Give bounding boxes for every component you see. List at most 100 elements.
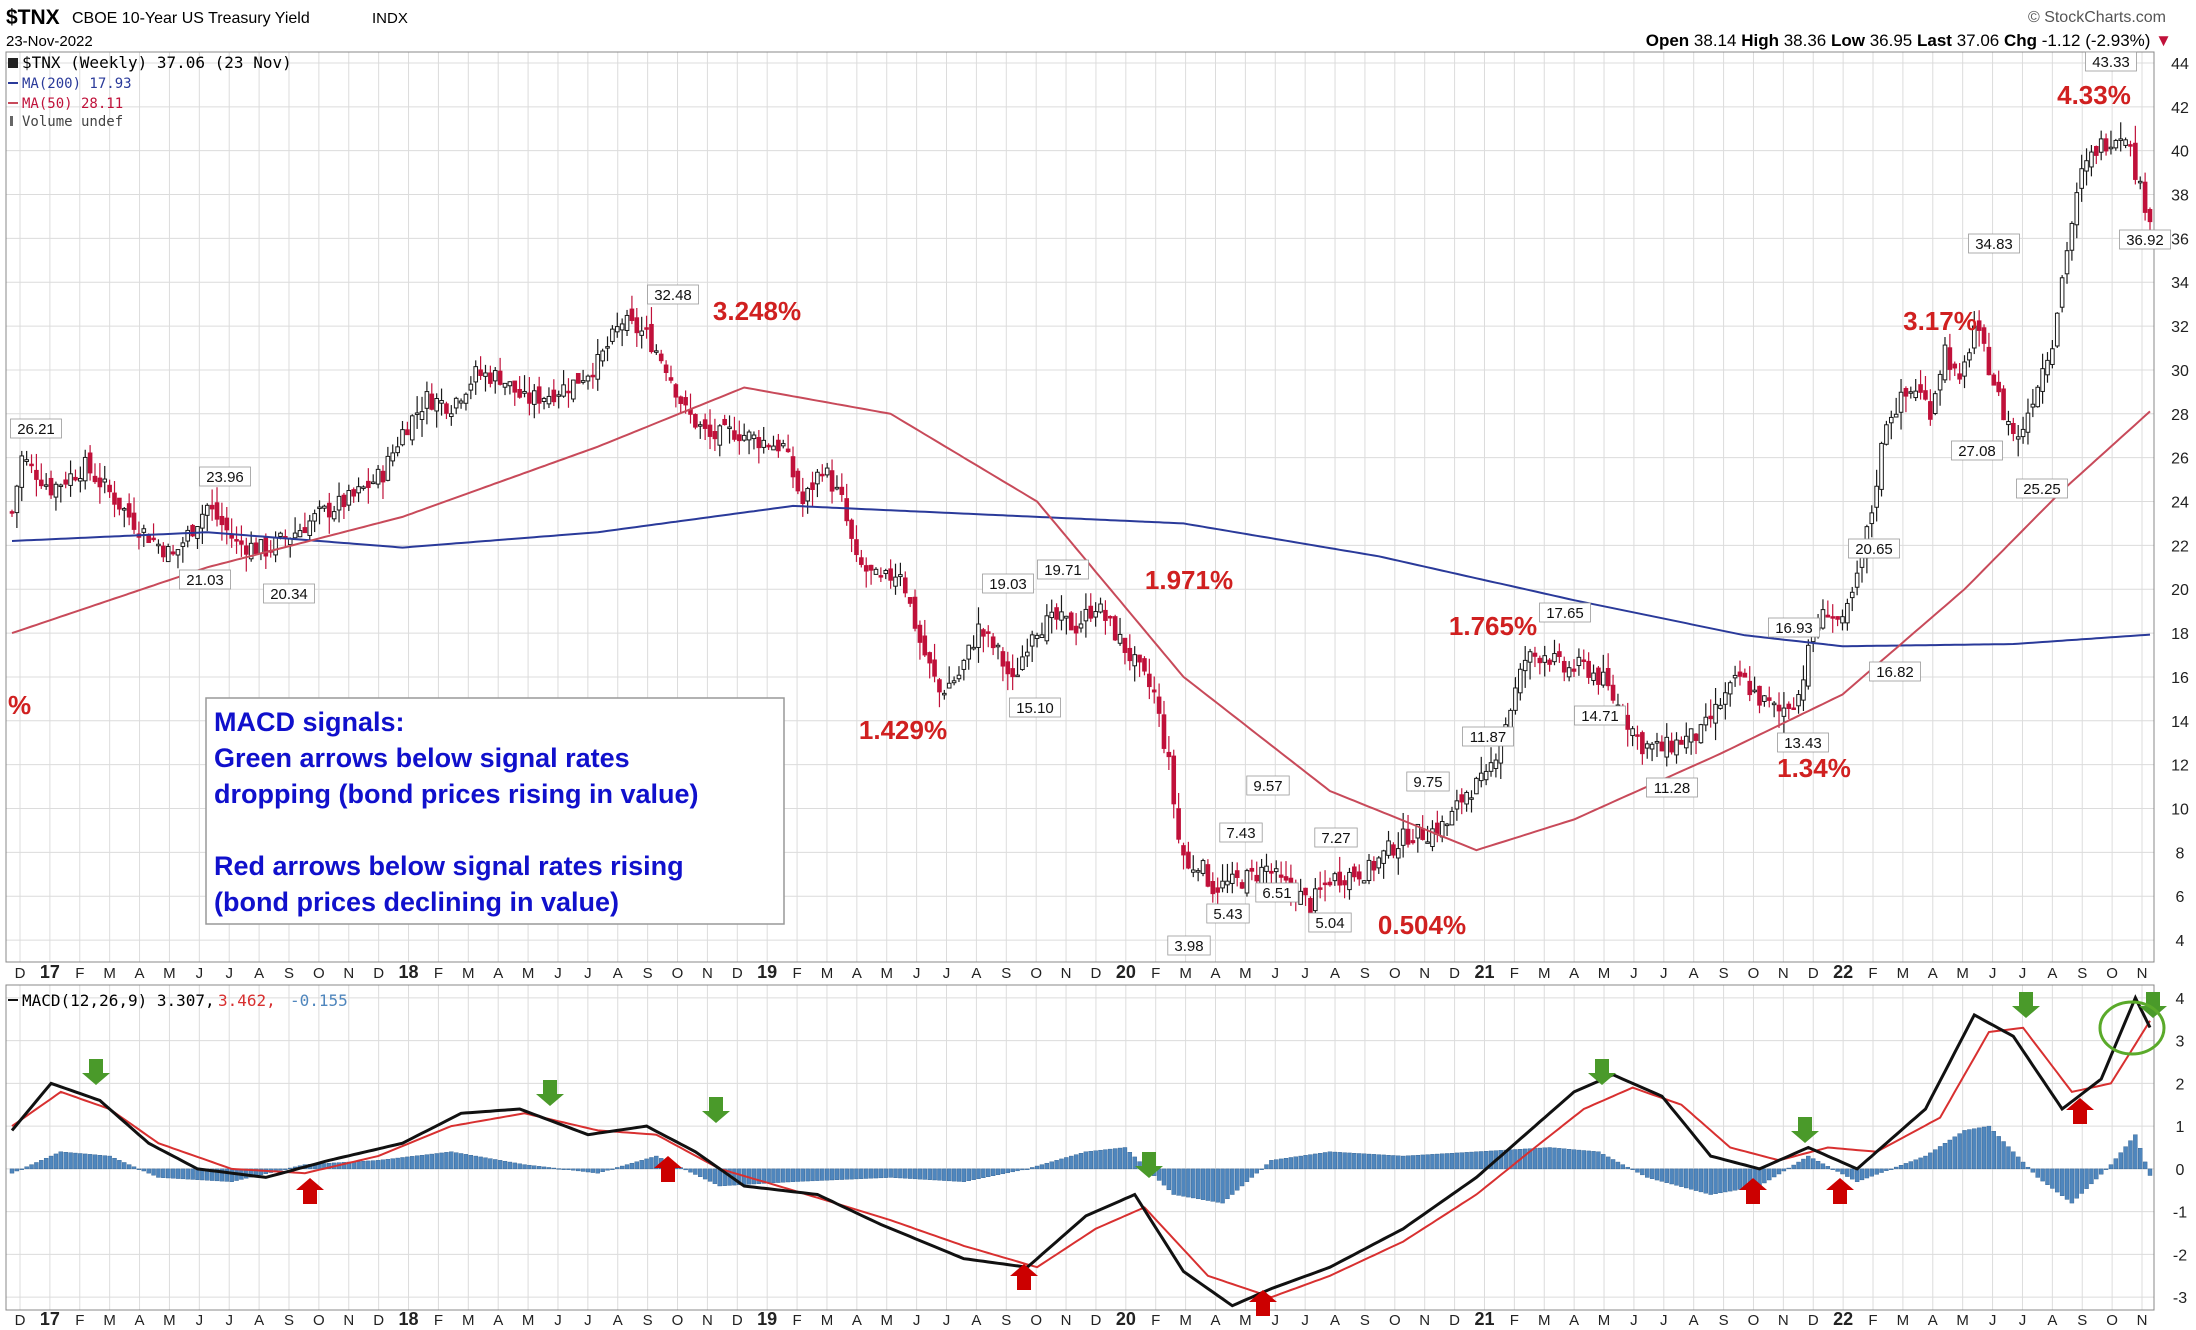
macd-histogram-bar: [400, 1157, 405, 1170]
x-tick-label: D: [732, 1312, 743, 1329]
candle-body: [658, 353, 664, 362]
macd-histogram-bar: [1928, 1152, 1933, 1170]
highlight-circle: [2098, 1000, 2166, 1056]
macd-histogram-bar: [864, 1168, 869, 1179]
yield-annotation: 3.248%: [713, 296, 801, 326]
x-tick-label: M: [1897, 1312, 1910, 1329]
macd-histogram-bar: [1776, 1168, 1782, 1175]
price-label-box: [179, 569, 231, 590]
x-tick-label: A: [971, 965, 981, 982]
price-label-box: [1314, 827, 1358, 848]
macd-histogram-bar: [1923, 1155, 1928, 1170]
macd-histogram-bar: [2138, 1148, 2143, 1170]
macd-histogram-bar: [2035, 1168, 2040, 1178]
x-tick-label: O: [672, 965, 684, 982]
x-tick-label: 18: [399, 962, 419, 982]
candle-body: [204, 504, 210, 516]
candle-body: [414, 412, 420, 415]
macd-histogram-bar: [1664, 1168, 1669, 1183]
candle-body: [1234, 870, 1240, 878]
macd-histogram-bar: [1376, 1154, 1381, 1170]
macd-histogram-bar: [1576, 1149, 1582, 1170]
red-up-arrow-icon: [1739, 1178, 1767, 1204]
macd-histogram-bar: [517, 1163, 522, 1170]
macd-histogram-bar: [527, 1164, 532, 1170]
candle-body: [297, 530, 303, 538]
macd-histogram-bar: [834, 1168, 840, 1180]
x-tick-label: O: [1030, 1312, 1042, 1329]
price-label: 27.08: [1951, 440, 2003, 461]
candle-body: [1356, 871, 1362, 880]
macd-histogram-bar: [117, 1160, 122, 1170]
x-tick-label: N: [343, 965, 354, 982]
candle-body: [453, 397, 459, 409]
candle-body: [1522, 659, 1528, 672]
candle-body: [610, 328, 615, 342]
candle-body: [1317, 887, 1323, 890]
macd-histogram-bar: [1854, 1168, 1860, 1182]
candle-body: [1200, 860, 1206, 874]
y-tick-label: 24: [2171, 495, 2189, 512]
y-tick-label: 34: [2171, 275, 2189, 292]
macd-histogram-bar: [1166, 1168, 1172, 1191]
candle-body: [854, 539, 859, 556]
price-label: 21.03: [179, 569, 231, 590]
macd-histogram-bar: [473, 1155, 478, 1170]
x-tick-label: A: [254, 1312, 264, 1329]
price-label-text: 25.25: [2023, 481, 2061, 498]
macd-histogram-bar: [2108, 1164, 2114, 1170]
macd-histogram-bar: [795, 1168, 801, 1182]
candle-body: [1156, 696, 1162, 714]
macd-histogram-bar: [1278, 1158, 1284, 1170]
macd-histogram-bar: [1679, 1168, 1684, 1187]
macd-histogram-bar: [414, 1155, 420, 1170]
macd-histogram-bar: [1083, 1151, 1089, 1170]
y-tick-label: 26: [2171, 451, 2189, 468]
macd-histogram-bar: [390, 1158, 395, 1170]
candle-body: [14, 485, 20, 514]
candle-body: [644, 327, 649, 330]
macd-histogram-bar: [1322, 1152, 1328, 1170]
candle-body: [2035, 386, 2041, 408]
candle-body: [400, 429, 405, 446]
macd-histogram-bar: [654, 1155, 659, 1170]
candle-body: [1239, 882, 1245, 889]
macd-histogram-bar: [937, 1168, 942, 1181]
x-tick-label: A: [493, 965, 503, 982]
macd-histogram-bar: [1703, 1168, 1709, 1194]
macd-histogram-bar: [283, 1168, 288, 1170]
price-label: 17.65: [1539, 602, 1591, 623]
macd-histogram-bar: [151, 1168, 156, 1176]
candle-body: [1683, 735, 1689, 749]
candle-body: [795, 470, 801, 492]
macd-histogram-bar: [1522, 1148, 1528, 1170]
x-tick-label: S: [284, 1312, 294, 1329]
x-tick-label: 17: [40, 1309, 60, 1329]
candle-body: [1600, 671, 1606, 686]
candle-body: [1840, 616, 1845, 624]
x-tick-label: O: [2106, 1312, 2118, 1329]
macd-histogram-bar: [488, 1158, 493, 1170]
macd-histogram-bar: [1254, 1168, 1259, 1174]
macd-histogram-bar: [483, 1157, 488, 1170]
macd-histogram-bar: [1122, 1147, 1128, 1170]
macd-histogram-bar: [1025, 1168, 1030, 1170]
candle-body: [819, 473, 825, 477]
x-tick-label: J: [1630, 965, 1638, 982]
candle-body: [1283, 876, 1289, 881]
macd-histogram-bar: [410, 1156, 415, 1170]
candle-body: [1996, 381, 2001, 393]
candle-body: [234, 539, 239, 542]
macd-histogram-bar: [1674, 1168, 1679, 1186]
x-tick-label: 21: [1474, 1309, 1494, 1329]
candle-body: [409, 415, 415, 441]
candle-body: [488, 372, 493, 384]
macd-histogram-bar: [2142, 1161, 2148, 1170]
macd-histogram-bar: [1581, 1150, 1586, 1170]
macd-histogram-bar: [1239, 1168, 1245, 1187]
high-value: 38.36: [1784, 31, 1827, 50]
candle-body: [2123, 139, 2128, 146]
open-label: Open: [1646, 31, 1689, 50]
macd-histogram-bar: [1898, 1165, 1904, 1170]
candle-body: [541, 397, 547, 402]
